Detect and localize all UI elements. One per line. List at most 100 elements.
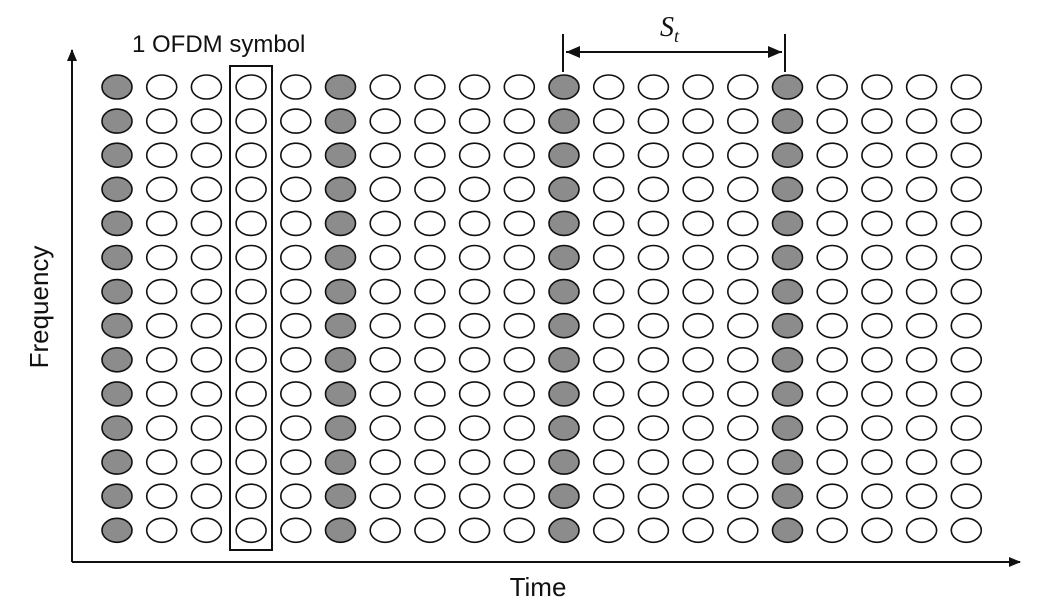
data-subcarrier [145, 381, 178, 407]
data-subcarrier [145, 415, 178, 441]
pilot-subcarrier [548, 449, 580, 475]
data-subcarrier [861, 381, 893, 407]
data-subcarrier [369, 449, 402, 475]
data-subcarrier [861, 244, 893, 271]
data-subcarrier [235, 176, 267, 203]
data-subcarrier [637, 415, 670, 441]
pilot-subcarrier [771, 210, 804, 237]
data-subcarrier [905, 244, 938, 271]
data-subcarrier [145, 74, 178, 100]
data-subcarrier [905, 74, 938, 100]
data-subcarrier [414, 176, 446, 203]
data-subcarrier [145, 108, 178, 134]
data-subcarrier [682, 517, 714, 544]
data-subcarrier [816, 415, 849, 441]
data-subcarrier [414, 108, 446, 134]
pilot-subcarrier [101, 244, 133, 271]
pilot-subcarrier [548, 381, 580, 407]
data-subcarrier [726, 346, 759, 373]
pilot-subcarrier [548, 483, 580, 510]
data-subcarrier [503, 244, 536, 271]
pilot-subcarrier [548, 142, 580, 168]
data-subcarrier [905, 483, 938, 510]
data-subcarrier [637, 176, 670, 203]
data-subcarrier [682, 210, 714, 237]
pilot-subcarrier [324, 381, 357, 407]
pilot-subcarrier [324, 517, 357, 544]
data-subcarrier [279, 381, 312, 407]
data-subcarrier [816, 142, 849, 168]
data-subcarrier [369, 278, 402, 305]
data-subcarrier [190, 415, 223, 441]
data-subcarrier [190, 449, 223, 475]
data-subcarrier [592, 483, 625, 510]
pilot-subcarrier [548, 312, 580, 339]
data-subcarrier [637, 244, 670, 271]
pilot-subcarrier [548, 210, 580, 237]
data-subcarrier [726, 517, 759, 544]
data-subcarrier [458, 312, 491, 339]
data-subcarrier [592, 176, 625, 203]
data-subcarrier [414, 210, 446, 237]
data-subcarrier [279, 244, 312, 271]
data-subcarrier [503, 176, 536, 203]
data-subcarrier [279, 415, 312, 441]
data-subcarrier [816, 381, 849, 407]
data-subcarrier [950, 483, 983, 510]
data-subcarrier [503, 74, 536, 100]
data-subcarrier [816, 176, 849, 203]
data-subcarrier [816, 517, 849, 544]
data-subcarrier [637, 278, 670, 305]
data-subcarrier [950, 244, 983, 271]
data-subcarrier [682, 415, 714, 441]
data-subcarrier [190, 210, 223, 237]
data-subcarrier [369, 176, 402, 203]
data-subcarrier [682, 278, 714, 305]
data-subcarrier [950, 312, 983, 339]
data-subcarrier [503, 381, 536, 407]
data-subcarrier [369, 517, 402, 544]
data-subcarrier [369, 142, 402, 168]
data-subcarrier [682, 381, 714, 407]
pilot-subcarrier [771, 74, 804, 100]
pilot-subcarrier [101, 210, 133, 237]
data-subcarrier [637, 483, 670, 510]
data-subcarrier [950, 381, 983, 407]
data-subcarrier [726, 74, 759, 100]
data-subcarrier [369, 312, 402, 339]
data-subcarrier [861, 517, 893, 544]
data-subcarrier [279, 142, 312, 168]
data-subcarrier [861, 312, 893, 339]
data-subcarrier [816, 278, 849, 305]
data-subcarrier [369, 108, 402, 134]
data-subcarrier [279, 278, 312, 305]
data-subcarrier [950, 142, 983, 168]
data-subcarrier [414, 449, 446, 475]
data-subcarrier [279, 210, 312, 237]
data-subcarrier [637, 517, 670, 544]
data-subcarrier [861, 210, 893, 237]
data-subcarrier [235, 278, 267, 305]
data-subcarrier [190, 278, 223, 305]
data-subcarrier [682, 312, 714, 339]
spacing-label-main: S [660, 12, 674, 43]
pilot-subcarrier [548, 278, 580, 305]
data-subcarrier [950, 449, 983, 475]
data-subcarrier [905, 381, 938, 407]
data-subcarrier [190, 142, 223, 168]
data-subcarrier [637, 381, 670, 407]
data-subcarrier [235, 449, 267, 475]
pilot-subcarrier [101, 312, 133, 339]
spacing-arrowhead-right [768, 46, 782, 58]
pilot-subcarrier [101, 483, 133, 510]
data-subcarrier [414, 312, 446, 339]
spacing-arrowhead-left [566, 46, 580, 58]
pilot-subcarrier [324, 278, 357, 305]
data-subcarrier [235, 483, 267, 510]
data-subcarrier [816, 210, 849, 237]
data-subcarrier [458, 381, 491, 407]
data-subcarrier [414, 415, 446, 441]
data-subcarrier [950, 517, 983, 544]
pilot-subcarrier [771, 415, 804, 441]
data-subcarrier [458, 517, 491, 544]
